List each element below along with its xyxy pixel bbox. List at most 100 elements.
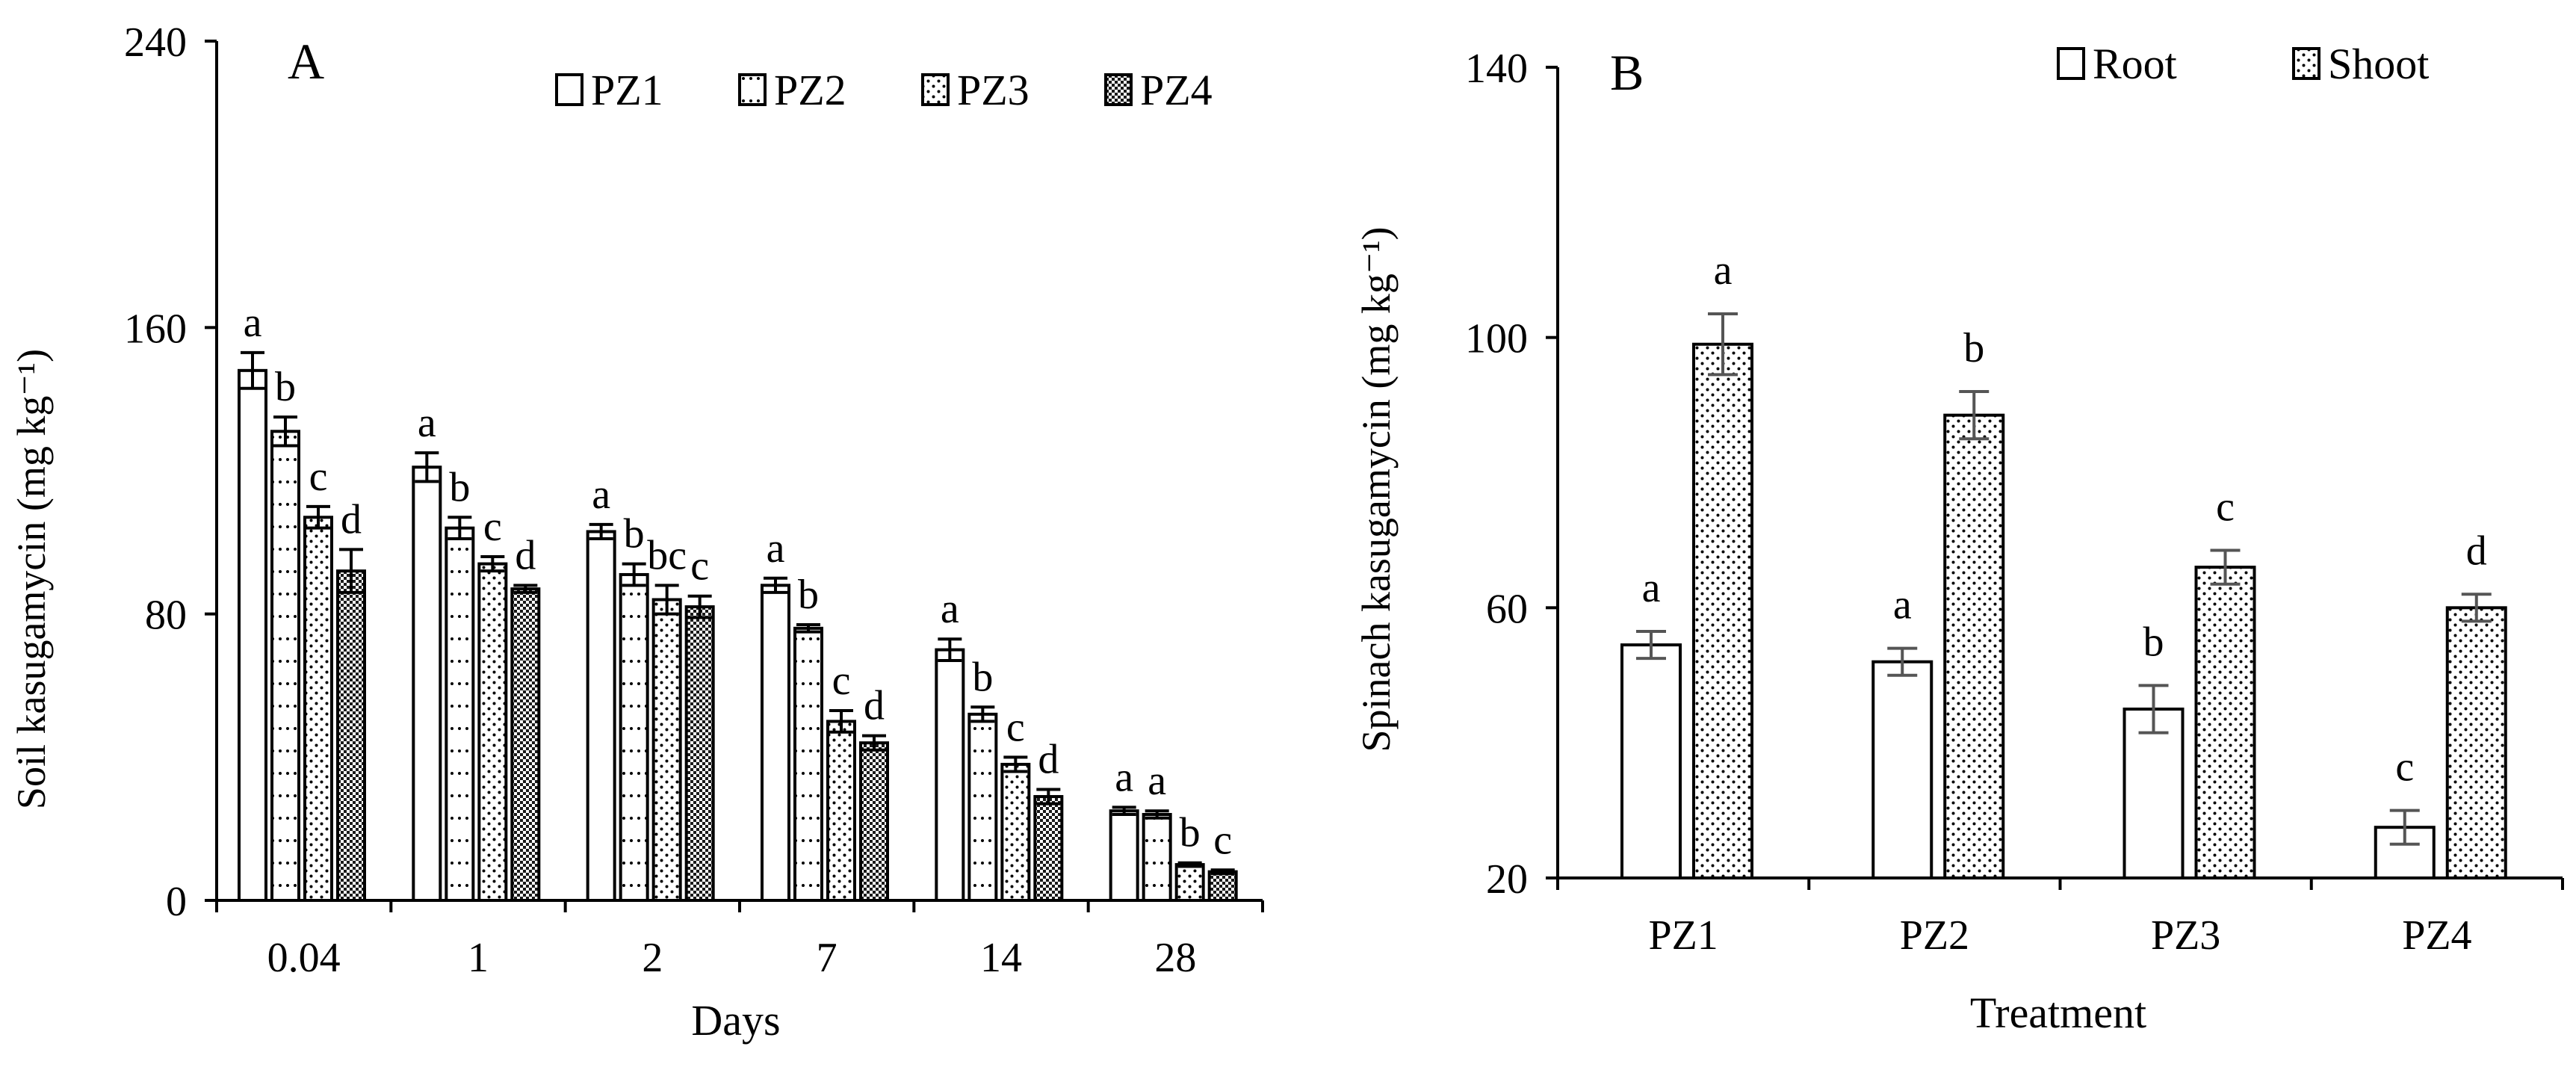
bar [859,741,889,903]
bar [412,466,442,902]
y-tick-label: 160 [124,306,187,352]
bar [1000,762,1031,903]
error-bar [687,594,712,619]
bar [2194,566,2256,879]
x-tick-label: PZ4 [2402,912,2471,959]
error-bar [796,623,820,634]
x-tick-label: PZ1 [1648,912,1718,959]
error-bar [448,516,472,541]
significance-letter: c [2216,483,2235,530]
legend-label: PZ2 [774,66,846,114]
bar [2445,606,2507,879]
significance-letter: bc [647,532,687,578]
error-bar [1959,390,1990,441]
legend-label: PZ3 [957,66,1030,114]
bar [1620,643,1682,879]
significance-letter: b [2143,619,2164,665]
legend-swatch [2292,47,2320,80]
significance-letter: a [592,471,610,518]
bar [826,720,856,903]
significance-letter: a [1642,565,1661,611]
x-tick-label: 7 [817,935,837,981]
error-bar [480,555,505,573]
y-tick-label: 80 [145,593,187,639]
bar [1109,809,1139,903]
error-bar [622,562,646,587]
significance-letter: a [244,300,262,346]
error-bar [1887,646,1918,677]
bar [1943,413,2005,879]
error-bar [306,504,330,530]
panel-b-legend: Root Shoot [2057,40,2429,88]
legend-label: PZ1 [591,66,663,114]
significance-letter: d [864,683,885,729]
error-bar [1112,805,1136,816]
significance-letter: d [341,496,362,542]
significance-letter: b [449,464,470,510]
x-tick-label: 2 [642,935,663,981]
bar [1692,342,1753,880]
panel-a-legend: PZ1 PZ2 PZ3 PZ4 [555,66,1213,114]
legend-label: PZ4 [1140,66,1213,114]
significance-letter: c [309,454,328,500]
significance-letter: c [2395,744,2414,791]
error-bar [589,522,613,541]
legend-label: Root [2093,40,2177,88]
legend-swatch [738,73,767,106]
bar [445,526,475,903]
panel-b-bars: a a b c a b c d [1620,247,2507,880]
significance-letter: c [1006,704,1025,750]
error-bar [2389,808,2420,846]
significance-letter: a [1148,758,1166,804]
error-bar [1636,629,1666,661]
panel-a-xlabel: Days [691,996,780,1045]
bar [684,605,715,902]
significance-letter: b [972,654,993,700]
y-tick-label: 0 [166,879,187,925]
panel-b-ylabel: Spinach kasugamycin (mg kg⁻¹) [1354,226,1399,752]
panel-a-axes: 0 80 160 240 0.04 1 2 7 14 28 [124,19,1264,981]
significance-letter: a [1893,582,1912,628]
significance-letter: b [1963,325,1984,371]
bar [1142,813,1172,902]
significance-letter: c [483,504,502,550]
significance-letter: d [515,532,536,578]
x-tick-label: PZ3 [2151,912,2220,959]
legend-swatch [555,73,583,106]
panel-a-ylabel: Soil kasugamycin (mg kg⁻¹) [9,349,54,809]
legend-label: Shoot [2328,40,2429,88]
bar [1207,870,1238,902]
panel-b-label: B [1610,44,1644,101]
significance-letter: a [418,400,436,446]
error-bar [415,451,439,483]
bar [270,430,300,902]
bar [477,562,508,902]
x-tick-label: 28 [1154,935,1196,981]
significance-letter: b [275,364,296,410]
legend-swatch [921,73,950,106]
error-bar [2138,684,2169,735]
error-bar [1036,788,1061,805]
bar [935,648,965,902]
bar [761,584,790,902]
significance-letter: c [832,658,851,704]
error-bar [654,584,679,616]
significance-letter: a [941,586,959,632]
y-tick-label: 140 [1465,46,1528,92]
panel-b-xlabel: Treatment [1970,989,2146,1037]
significance-letter: c [690,543,709,590]
error-bar [829,709,853,734]
bar [510,587,541,902]
error-bar [241,350,264,390]
panel-a-label: A [288,33,324,90]
bar [303,516,333,902]
panel-b-axes: 20 60 100 140 PZ1 PZ2 PZ3 PZ4 [1465,46,2564,959]
significance-letter: b [798,572,819,618]
x-tick-label: 14 [980,935,1022,981]
error-bar [1210,868,1235,876]
error-bar [2210,548,2241,586]
bar [967,712,998,902]
bar [336,569,366,903]
significance-letter: b [624,511,645,557]
panel-b: B 20 60 100 140 PZ1 PZ2 PZ3 PZ4 a a b c a b c d Root Sh… [1354,40,2564,1037]
